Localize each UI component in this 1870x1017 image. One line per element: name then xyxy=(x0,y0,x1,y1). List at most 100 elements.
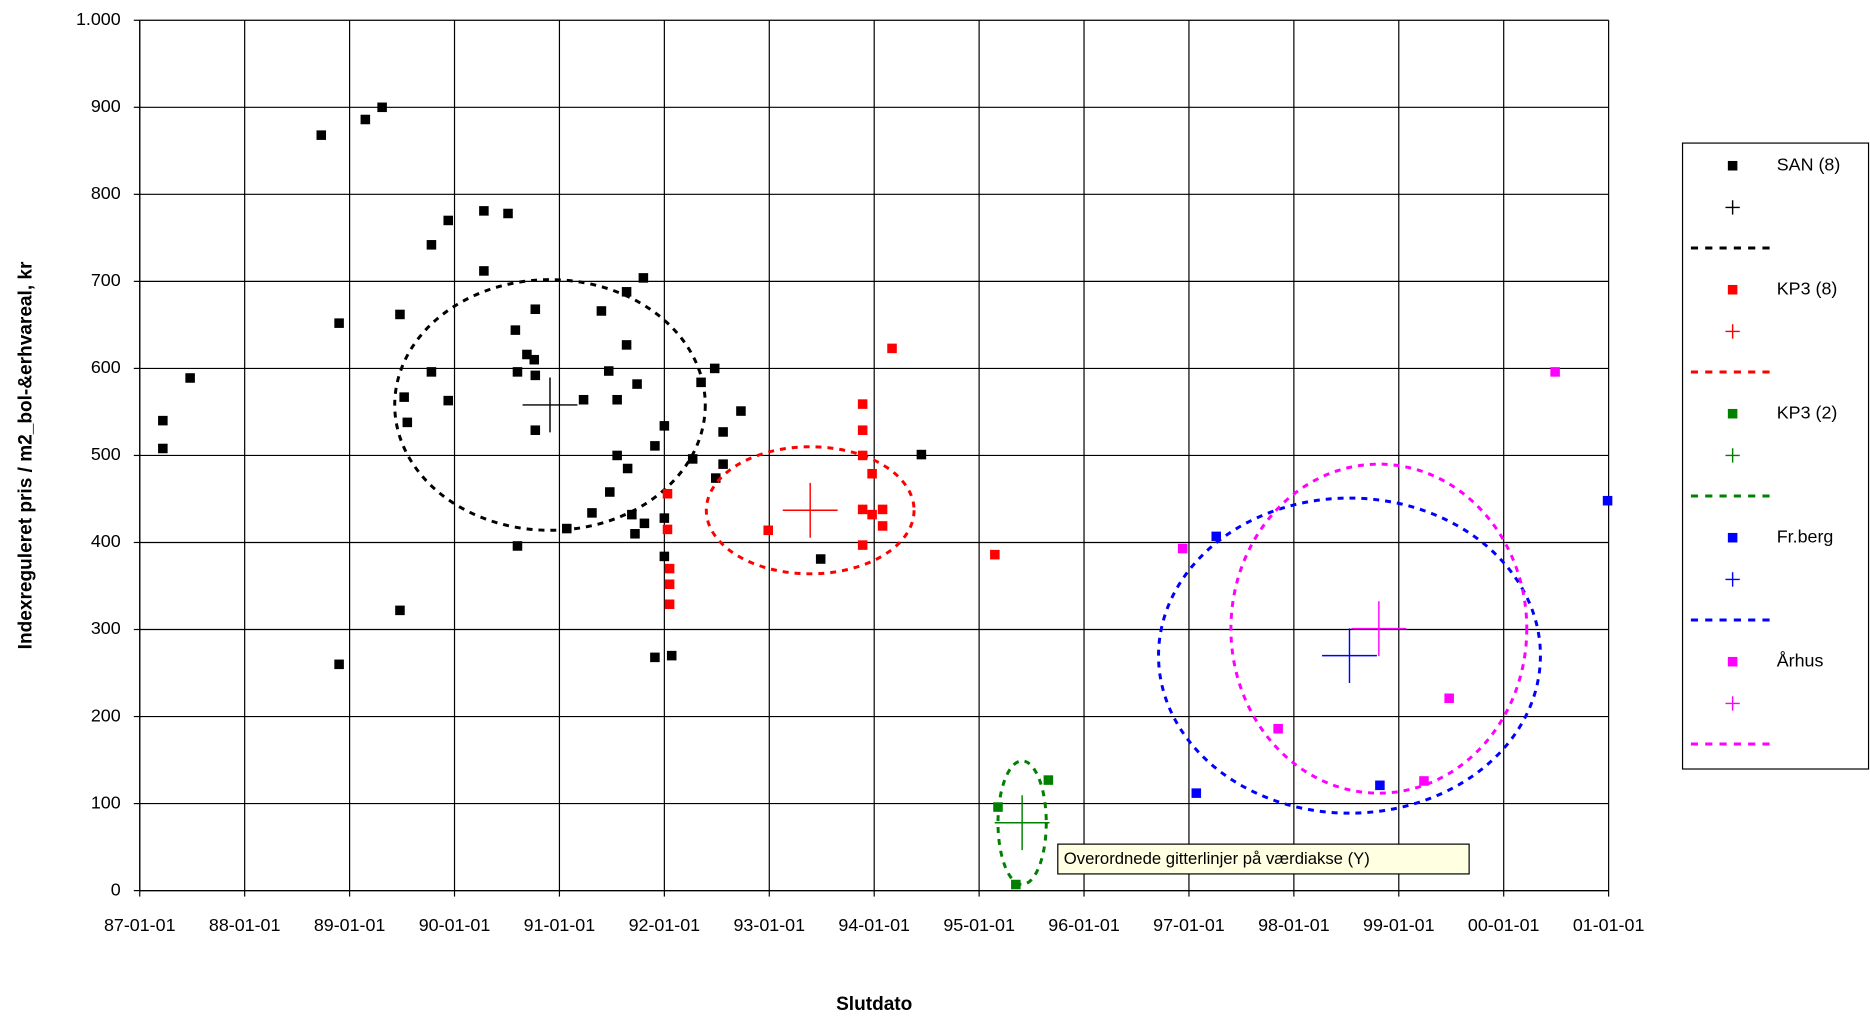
point xyxy=(443,215,453,226)
point xyxy=(627,509,637,520)
legend-label: KP3 (2) xyxy=(1777,402,1838,422)
point xyxy=(622,463,633,474)
point xyxy=(650,441,660,451)
point xyxy=(710,473,721,483)
point xyxy=(395,605,405,616)
point xyxy=(718,427,728,437)
x-tick-label: 98-01-01 xyxy=(1258,915,1330,935)
point xyxy=(334,659,344,670)
spread-ellipse xyxy=(1157,496,1542,815)
y-tick-label: 800 xyxy=(91,183,121,203)
point xyxy=(639,518,650,529)
point xyxy=(529,354,540,365)
spread-ellipse xyxy=(1229,462,1529,795)
point xyxy=(857,399,868,409)
y-axis-label: Indexreguleret pris / m2_bol-&erhvareal,… xyxy=(16,261,37,649)
y-tick-label: 300 xyxy=(91,618,121,638)
point xyxy=(857,504,868,515)
point xyxy=(687,454,698,464)
point xyxy=(718,459,728,469)
point xyxy=(1444,693,1454,704)
legend-marker xyxy=(1727,408,1738,419)
legend-label: Fr.berg xyxy=(1777,526,1834,546)
point xyxy=(621,340,632,350)
legend-cross xyxy=(1725,448,1740,463)
point xyxy=(1211,531,1221,542)
point xyxy=(316,130,327,140)
point xyxy=(857,450,868,461)
x-tick-label: 93-01-01 xyxy=(733,915,805,935)
point xyxy=(377,102,387,113)
point xyxy=(867,509,877,520)
mean-cross xyxy=(782,482,838,538)
point xyxy=(510,325,521,335)
legend-marker xyxy=(1727,656,1738,667)
point xyxy=(603,366,614,376)
point xyxy=(659,513,670,523)
point xyxy=(662,524,673,535)
legend-box xyxy=(1681,142,1870,770)
point xyxy=(587,508,597,518)
point xyxy=(562,523,572,534)
point xyxy=(662,488,673,499)
y-tick-label: 200 xyxy=(91,705,121,725)
x-tick-label: 87-01-01 xyxy=(104,915,176,935)
legend-label: Århus xyxy=(1777,650,1824,670)
x-tick-label: 88-01-01 xyxy=(209,915,281,935)
x-tick-label: 89-01-01 xyxy=(314,915,386,935)
legend-cross xyxy=(1725,324,1740,339)
point xyxy=(1043,775,1054,785)
point xyxy=(736,406,746,416)
legend-cross xyxy=(1725,200,1740,215)
x-tick-label: 95-01-01 xyxy=(943,915,1015,935)
x-tick-label: 94-01-01 xyxy=(838,915,910,935)
point xyxy=(1273,723,1283,734)
point xyxy=(664,579,675,590)
y-tick-label: 500 xyxy=(91,444,121,464)
point xyxy=(664,599,675,610)
point xyxy=(1375,780,1385,791)
point xyxy=(479,206,489,216)
y-tick-label: 0 xyxy=(111,879,121,899)
plot xyxy=(158,102,1613,890)
point xyxy=(522,349,532,360)
legend: SAN (8) KP3 (8) KP3 (2) Fr.berg Århus xyxy=(1690,154,1841,746)
point xyxy=(578,394,589,405)
legend-cross xyxy=(1725,696,1740,711)
point xyxy=(605,487,615,497)
point xyxy=(857,425,868,435)
legend-label: KP3 (8) xyxy=(1777,278,1838,298)
x-tick-label: 99-01-01 xyxy=(1363,915,1435,935)
spread-ellipse xyxy=(393,278,707,532)
point xyxy=(630,529,640,539)
tooltip: Overordnede gitterlinjer på værdiakse (Y… xyxy=(1064,849,1370,868)
point xyxy=(857,540,868,550)
point xyxy=(426,367,437,377)
point xyxy=(1177,543,1188,554)
point xyxy=(360,114,371,125)
x-tick-label: 01-01-01 xyxy=(1573,915,1645,935)
point xyxy=(993,802,1003,812)
point xyxy=(395,309,405,320)
point xyxy=(666,650,677,661)
point xyxy=(990,549,1000,560)
point xyxy=(632,379,642,389)
point xyxy=(638,273,649,283)
point xyxy=(1602,495,1613,506)
point xyxy=(877,521,888,531)
point xyxy=(659,421,670,431)
point xyxy=(402,417,413,428)
y-tick-label: 600 xyxy=(91,357,121,377)
point xyxy=(650,652,660,663)
x-tick-label: 97-01-01 xyxy=(1153,915,1225,935)
mean-cross xyxy=(994,795,1050,851)
point xyxy=(530,304,541,314)
legend-label: SAN (8) xyxy=(1777,154,1841,174)
x-axis-label: Slutdato xyxy=(836,994,912,1015)
point xyxy=(503,208,513,219)
point xyxy=(1419,776,1429,786)
point xyxy=(916,449,927,460)
